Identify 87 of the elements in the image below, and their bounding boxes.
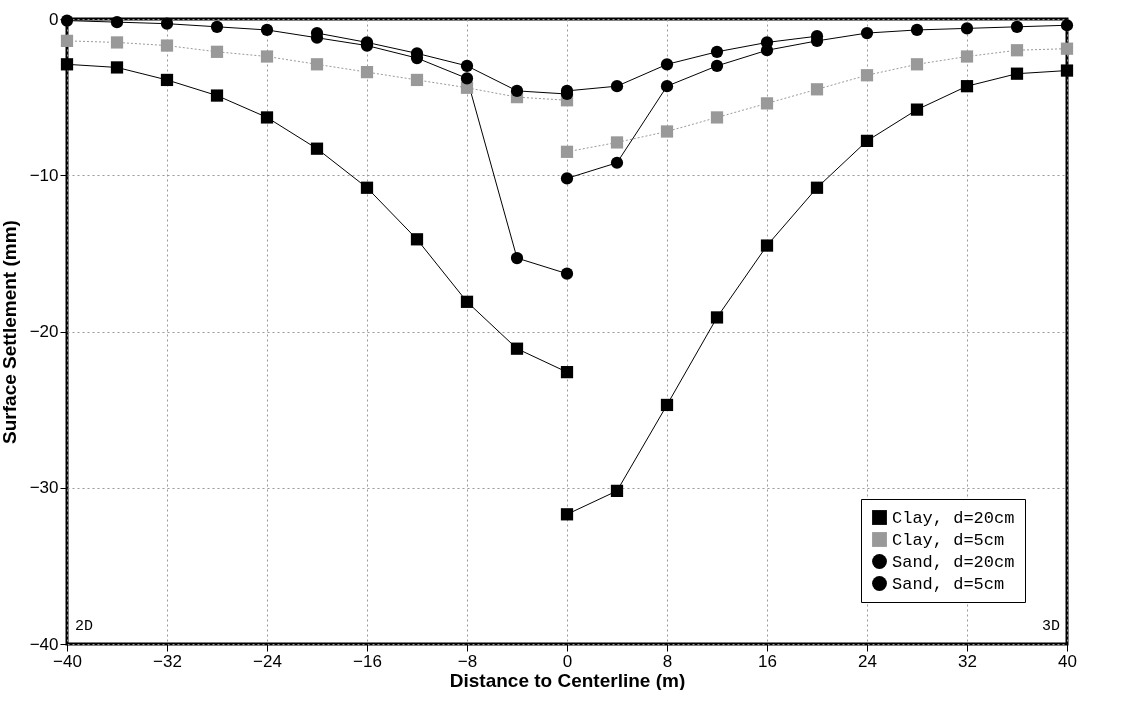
point — [960, 50, 974, 63]
annotation: 3D — [1041, 618, 1060, 635]
x-tick-label: −32 — [153, 651, 182, 671]
point — [60, 58, 74, 71]
point — [210, 89, 224, 102]
point — [960, 22, 974, 35]
x-tick-label: 0 — [562, 651, 573, 671]
point — [460, 72, 474, 85]
point — [660, 80, 674, 93]
annotation: 2D — [75, 618, 94, 635]
point — [710, 45, 724, 58]
point — [160, 17, 174, 30]
x-tick-label: −24 — [253, 651, 282, 671]
point — [260, 111, 274, 124]
x-tick-label: −8 — [457, 651, 478, 671]
point — [110, 16, 124, 29]
point — [560, 267, 574, 280]
point — [560, 366, 574, 379]
y-tick-label: −30 — [29, 478, 59, 498]
point — [460, 59, 474, 72]
point — [610, 156, 624, 169]
x-tick-label: 8 — [662, 651, 673, 671]
point — [260, 50, 274, 63]
point — [710, 311, 724, 324]
point — [610, 136, 624, 149]
point — [810, 83, 824, 96]
legend-label: Sand, d=20cm — [892, 552, 1015, 572]
point — [760, 97, 774, 110]
point — [610, 80, 624, 93]
point — [160, 73, 174, 87]
x-tick-label: 16 — [758, 651, 777, 671]
point — [960, 80, 974, 93]
point — [160, 39, 174, 52]
point — [760, 239, 774, 252]
x-tick-label: −16 — [353, 651, 382, 671]
x-tick-label: −40 — [53, 651, 82, 671]
point — [810, 181, 824, 194]
point — [360, 66, 374, 79]
point — [860, 69, 874, 82]
point — [660, 125, 674, 138]
y-tick-label: −10 — [29, 165, 59, 185]
point — [660, 58, 674, 71]
point — [310, 142, 324, 155]
point — [910, 23, 924, 37]
legend-label: Sand, d=5cm — [892, 574, 1005, 594]
point — [1010, 44, 1024, 57]
point — [710, 59, 724, 72]
point — [1060, 19, 1074, 32]
point — [1060, 42, 1074, 55]
point — [260, 23, 274, 37]
point — [560, 508, 574, 521]
point — [110, 36, 124, 49]
point — [860, 26, 874, 40]
point — [410, 73, 424, 87]
x-tick-label: 24 — [858, 651, 877, 671]
point — [410, 233, 424, 246]
point — [510, 342, 524, 355]
point — [110, 61, 124, 74]
point — [1010, 67, 1024, 80]
x-axis-title: Distance to Centerline (m) — [449, 669, 686, 691]
x-tick-label: 40 — [1058, 651, 1077, 671]
point — [510, 84, 524, 97]
y-tick-label: −20 — [29, 322, 59, 341]
point — [210, 45, 224, 58]
point — [660, 398, 674, 412]
point — [210, 20, 224, 33]
y-axis-title: Surface Settlement (mm) — [0, 220, 20, 444]
point — [560, 172, 574, 185]
point — [60, 34, 74, 47]
point — [710, 111, 724, 124]
point — [760, 36, 774, 49]
point — [510, 251, 524, 265]
y-tick-label: 0 — [49, 9, 59, 29]
legend-label: Clay, d=20cm — [892, 508, 1015, 528]
x-tick-label: 32 — [958, 651, 977, 671]
point — [310, 58, 324, 71]
point — [460, 295, 474, 308]
point — [1010, 20, 1024, 33]
point — [910, 58, 924, 71]
point — [610, 484, 624, 497]
legend-label: Clay, d=5cm — [892, 530, 1005, 550]
point — [1060, 64, 1074, 77]
point — [860, 134, 874, 147]
point — [910, 103, 924, 116]
point — [560, 145, 574, 158]
point — [360, 181, 374, 194]
y-tick-label: −40 — [29, 634, 59, 654]
